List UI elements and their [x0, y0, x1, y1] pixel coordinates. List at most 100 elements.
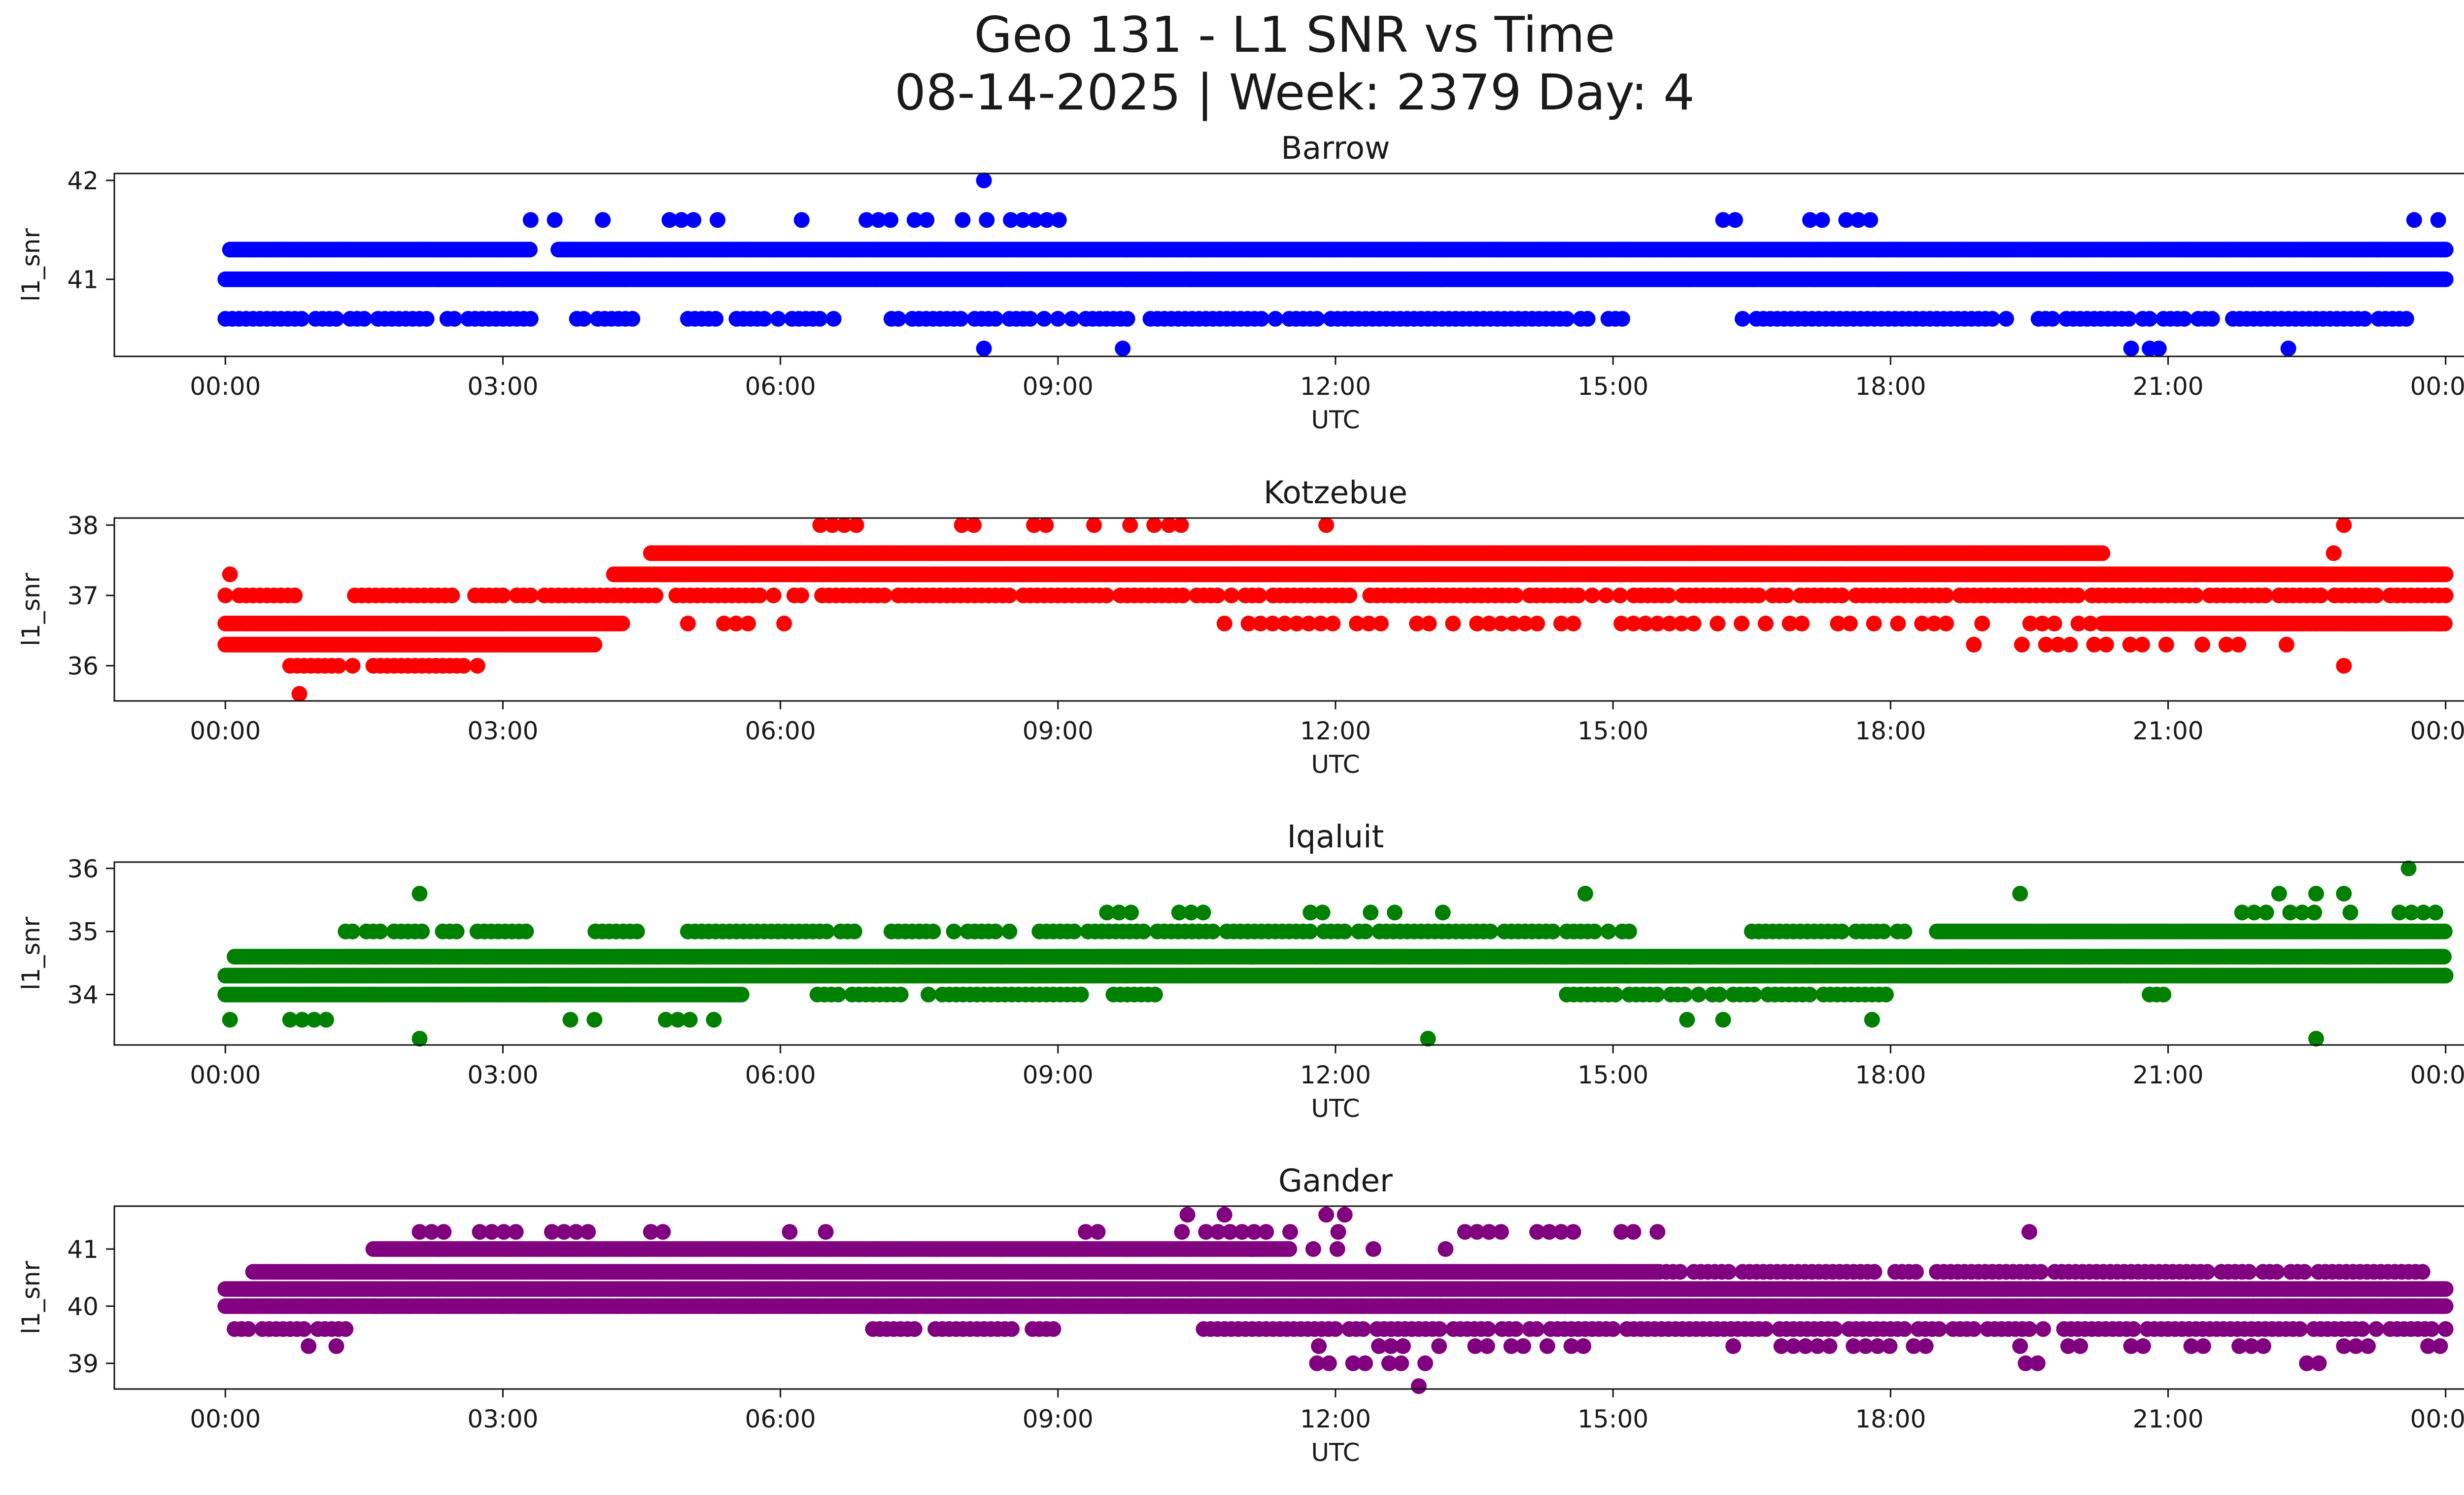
kotzebue-point [2070, 588, 2086, 603]
kotzebue-point [1098, 588, 1115, 603]
barrow-x-tick-label: 03:00 [467, 372, 538, 401]
kotzebue-point [1251, 588, 1267, 603]
barrow-points [217, 173, 2454, 356]
kotzebue-point [1223, 588, 1239, 603]
kotzebue-point [1038, 517, 1054, 533]
barrow-point [2176, 311, 2192, 327]
barrow-point [1119, 311, 1135, 327]
barrow-point [522, 311, 539, 327]
kotzebue-point [1122, 517, 1138, 533]
kotzebue-x-axis-label: UTC [1311, 750, 1360, 779]
barrow-x-tick-label: 00:00 [190, 372, 261, 401]
barrow-point [294, 311, 310, 327]
kotzebue-point [2158, 636, 2174, 653]
kotzebue-point [522, 588, 539, 603]
kotzebue-point [1508, 588, 1524, 603]
kotzebue-point [291, 686, 308, 702]
kotzebue-point [1966, 636, 1982, 653]
barrow-point [1614, 311, 1630, 327]
barrow-title: Barrow [1281, 130, 1390, 166]
kotzebue-point [1216, 616, 1232, 631]
barrow-point [2437, 271, 2454, 287]
kotzebue-point [740, 616, 756, 631]
kotzebue-point [1710, 616, 1726, 631]
barrow-point [1814, 212, 1830, 228]
kotzebue-point [848, 517, 864, 533]
barrow-point [2123, 341, 2139, 356]
barrow-point [522, 212, 539, 228]
iqaluit-title: Iqaluit [1287, 819, 1384, 855]
barrow-point [624, 311, 641, 327]
kotzebue-point [344, 658, 361, 674]
kotzebue-point [1175, 588, 1191, 603]
kotzebue-point [1146, 517, 1163, 533]
barrow-x-tick-label: 06:00 [745, 372, 816, 401]
barrow-point [890, 311, 906, 327]
barrow-point [1735, 311, 1750, 327]
barrow-point [2437, 242, 2454, 258]
kotzebue-point [2188, 588, 2204, 603]
barrow-x-tick-label: 18:00 [1855, 372, 1926, 401]
kotzebue-point [2326, 545, 2342, 561]
barrow-x-tick-label: 15:00 [1577, 372, 1648, 401]
barrow-point [2151, 341, 2167, 356]
kotzebue-point [793, 588, 809, 603]
figure-title-line1: Geo 131 - L1 SNR vs Time [974, 6, 1615, 64]
barrow-point [2398, 311, 2414, 327]
kotzebue-point [222, 566, 238, 583]
kotzebue-point [1001, 588, 1018, 603]
barrow-point [919, 212, 935, 228]
kotzebue-point [1209, 588, 1226, 603]
barrow-point [953, 311, 969, 327]
kotzebue-point [1445, 616, 1461, 631]
barrow-point [793, 212, 810, 228]
barrow-point [328, 311, 344, 327]
barrow-point [446, 311, 462, 327]
kotzebue-point [1890, 616, 1906, 631]
kotzebue-point [2098, 636, 2114, 653]
kotzebue-point [2062, 636, 2078, 653]
kotzebue-point [765, 588, 782, 603]
kotzebue-point [648, 588, 664, 603]
kotzebue-point [1612, 588, 1628, 603]
barrow-point [1984, 311, 2000, 327]
kotzebue-x-tick-label: 21:00 [2132, 717, 2203, 745]
kotzebue-point [1779, 588, 1795, 603]
kotzebue-point [966, 517, 982, 533]
figure-title-line2: 08-14-2025 | Week: 2379 Day: 4 [894, 64, 1694, 121]
barrow-point [976, 173, 992, 188]
barrow-point [883, 212, 898, 228]
barrow-point [418, 311, 435, 327]
kotzebue-point [1373, 616, 1389, 631]
kotzebue-point [1570, 588, 1586, 603]
barrow-point [2142, 311, 2157, 327]
barrow-point [1267, 311, 1283, 327]
kotzebue-point [1842, 616, 1858, 631]
barrow-point [708, 311, 724, 327]
barrow-point [2044, 311, 2060, 327]
kotzebue-point [2436, 616, 2453, 631]
barrow-y-axis-label: l1_snr [17, 228, 45, 302]
kotzebue-x-tick-label: 12:00 [1300, 717, 1371, 745]
kotzebue-point [1421, 616, 1437, 631]
kotzebue-point [2134, 636, 2150, 653]
barrow-point [2280, 341, 2296, 356]
barrow-point [1115, 341, 1131, 356]
barrow-point [1064, 311, 1080, 327]
kotzebue-point [1086, 517, 1102, 533]
kotzebue-point [2336, 658, 2352, 674]
barrow-point [356, 311, 372, 327]
barrow-point [1036, 311, 1052, 327]
kotzebue-point [444, 588, 460, 603]
barrow-point [1051, 212, 1067, 228]
kotzebue-point [495, 588, 511, 603]
kotzebue-point [1325, 616, 1341, 631]
kotzebue-y-tick-label: 36 [67, 652, 99, 681]
kotzebue-point [752, 588, 768, 603]
kotzebue-point [1529, 616, 1545, 631]
kotzebue-point [2278, 636, 2294, 653]
barrow-x-axis-label: UTC [1311, 406, 1360, 434]
barrow-point [1253, 311, 1269, 327]
kotzebue-point [776, 616, 792, 631]
